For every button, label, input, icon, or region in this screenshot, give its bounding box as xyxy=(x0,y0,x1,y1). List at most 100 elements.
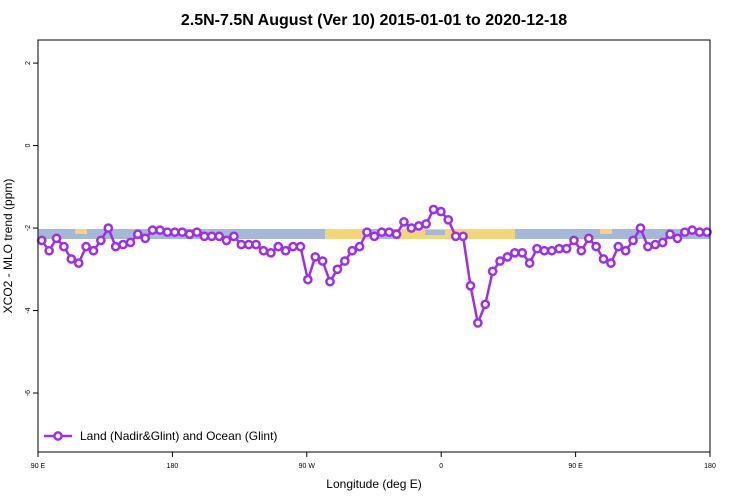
data-point xyxy=(73,258,84,268)
data-point xyxy=(554,243,565,254)
data-point xyxy=(473,318,483,328)
y-tick-label: 0 xyxy=(25,144,32,148)
data-point xyxy=(450,231,461,242)
data-point xyxy=(487,266,498,277)
data-point xyxy=(110,241,121,252)
data-point xyxy=(672,233,683,244)
data-point xyxy=(561,243,572,254)
data-point xyxy=(347,245,358,256)
data-point xyxy=(679,227,690,238)
data-point xyxy=(598,254,609,264)
data-point xyxy=(88,245,99,256)
data-point xyxy=(413,221,424,231)
data-point xyxy=(620,245,631,256)
data-point xyxy=(221,235,232,246)
data-point xyxy=(354,241,365,252)
data-point xyxy=(258,245,269,256)
data-point xyxy=(591,241,601,252)
data-point xyxy=(606,258,616,268)
data-point xyxy=(140,233,151,244)
data-point xyxy=(125,237,136,248)
data-point xyxy=(229,231,239,242)
data-point xyxy=(51,233,62,244)
data-point xyxy=(532,243,542,254)
data-point xyxy=(399,217,409,227)
data-point xyxy=(376,227,387,238)
x-tick-label: 180 xyxy=(167,463,179,470)
y-tick-label: 2 xyxy=(25,61,32,65)
data-point xyxy=(362,227,372,238)
x-tick-label: 180 xyxy=(704,463,716,470)
data-point xyxy=(251,239,261,250)
data-point xyxy=(546,245,557,256)
data-point xyxy=(443,214,454,225)
x-axis-label: Longitude (deg E) xyxy=(326,477,421,491)
data-point xyxy=(66,254,77,264)
data-point xyxy=(613,241,624,252)
data-point xyxy=(576,245,587,256)
y-tick-label: -2 xyxy=(25,225,32,231)
data-point xyxy=(628,235,638,246)
data-point xyxy=(118,239,128,250)
data-point xyxy=(635,223,646,233)
data-point xyxy=(302,274,313,285)
legend-marker xyxy=(53,431,63,441)
data-point xyxy=(665,229,675,240)
data-point xyxy=(236,239,247,250)
data-point xyxy=(325,276,335,287)
data-point xyxy=(643,241,653,252)
y-tick-label: -4 xyxy=(25,307,32,313)
y-axis-label: XCO2 - MLO trend (ppm) xyxy=(1,179,15,314)
data-point xyxy=(569,235,579,246)
data-point xyxy=(480,299,491,310)
data-point xyxy=(169,227,180,238)
chart-title: 2.5N-7.5N August (Ver 10) 2015-01-01 to … xyxy=(181,12,567,29)
data-point xyxy=(539,245,550,256)
data-point xyxy=(243,239,254,250)
data-point xyxy=(280,245,291,256)
x-tick-label: 90 E xyxy=(568,463,583,470)
data-point xyxy=(657,237,668,248)
data-point xyxy=(147,225,158,235)
data-point xyxy=(199,231,210,242)
data-point xyxy=(192,227,202,238)
data-point xyxy=(702,227,712,238)
data-point xyxy=(436,206,446,217)
data-point xyxy=(495,256,505,266)
x-tick-label: 90 W xyxy=(299,463,316,470)
data-point xyxy=(132,229,143,240)
data-point xyxy=(650,239,661,250)
data-point xyxy=(517,247,528,258)
data-point xyxy=(458,231,468,242)
data-point xyxy=(317,256,328,266)
data-point xyxy=(288,241,298,252)
x-tick-label: 0 xyxy=(439,463,443,470)
data-point xyxy=(391,229,402,240)
data-point xyxy=(421,219,431,229)
data-point xyxy=(465,280,476,291)
data-point xyxy=(273,241,284,252)
data-point xyxy=(694,227,705,238)
data-point xyxy=(310,252,321,262)
data-point xyxy=(406,223,417,233)
data-point xyxy=(96,235,106,246)
data-point xyxy=(184,229,195,240)
data-point xyxy=(266,247,276,258)
data-point xyxy=(177,227,188,238)
data-point xyxy=(428,204,439,215)
data-point xyxy=(502,252,513,262)
data-point xyxy=(295,241,306,252)
data-point xyxy=(384,227,395,238)
data-point xyxy=(524,258,535,268)
data-point xyxy=(509,247,520,258)
plot-frame xyxy=(37,39,711,453)
data-point xyxy=(583,233,594,244)
data-point xyxy=(103,223,114,233)
data-point xyxy=(44,245,54,256)
data-point xyxy=(36,235,47,246)
data-point xyxy=(206,231,217,242)
data-point xyxy=(687,225,698,235)
data-point xyxy=(339,256,350,266)
data-point xyxy=(214,231,224,242)
